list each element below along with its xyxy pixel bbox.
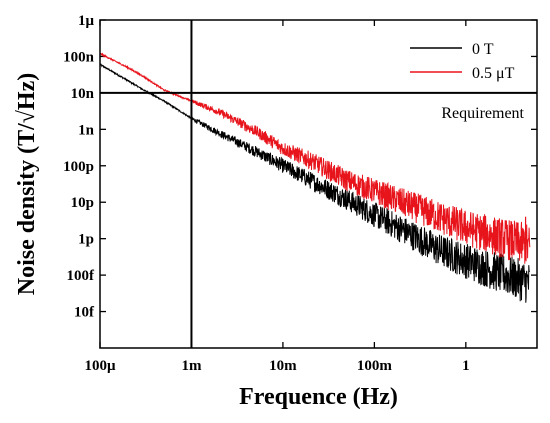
legend-label: 0.5 μT bbox=[472, 65, 515, 82]
y-tick-label: 100n bbox=[63, 49, 95, 65]
y-tick-label: 10f bbox=[74, 305, 95, 321]
x-tick-label: 100m bbox=[357, 358, 393, 374]
legend-label: 0 T bbox=[472, 41, 494, 58]
x-axis-title: Frequence (Hz) bbox=[239, 384, 398, 410]
annotation-layer: Requirement bbox=[100, 20, 537, 348]
plot-area: Requirement bbox=[99, 20, 537, 348]
y-axis-title: Noise density (T/√Hz) bbox=[14, 73, 40, 296]
y-tick-label: 100p bbox=[63, 159, 94, 175]
x-tick-label: 1 bbox=[462, 358, 470, 374]
y-tick-label: 10p bbox=[71, 195, 94, 211]
x-tick-labels: 100μ 1m 10m 100m 1 bbox=[84, 358, 469, 374]
y-tick-label: 100f bbox=[67, 268, 96, 284]
y-tick-label: 1n bbox=[78, 122, 95, 138]
legend: 0 T 0.5 μT bbox=[410, 41, 515, 82]
y-tick-label: 1p bbox=[78, 232, 94, 248]
x-tick-label: 10m bbox=[269, 358, 297, 374]
x-tick-label: 100μ bbox=[84, 358, 116, 374]
series-layer bbox=[99, 52, 531, 303]
series-line bbox=[99, 63, 531, 303]
series-line bbox=[99, 52, 531, 264]
requirement-label: Requirement bbox=[441, 105, 524, 122]
y-tick-label: 10n bbox=[71, 86, 95, 102]
plot-frame bbox=[99, 19, 538, 349]
y-tick-labels: 1μ 100n 10n 1n 100p 10p 1p 100f 10f bbox=[63, 13, 95, 321]
x-tick-label: 1m bbox=[181, 358, 202, 374]
y-tick-label: 1μ bbox=[78, 13, 95, 29]
